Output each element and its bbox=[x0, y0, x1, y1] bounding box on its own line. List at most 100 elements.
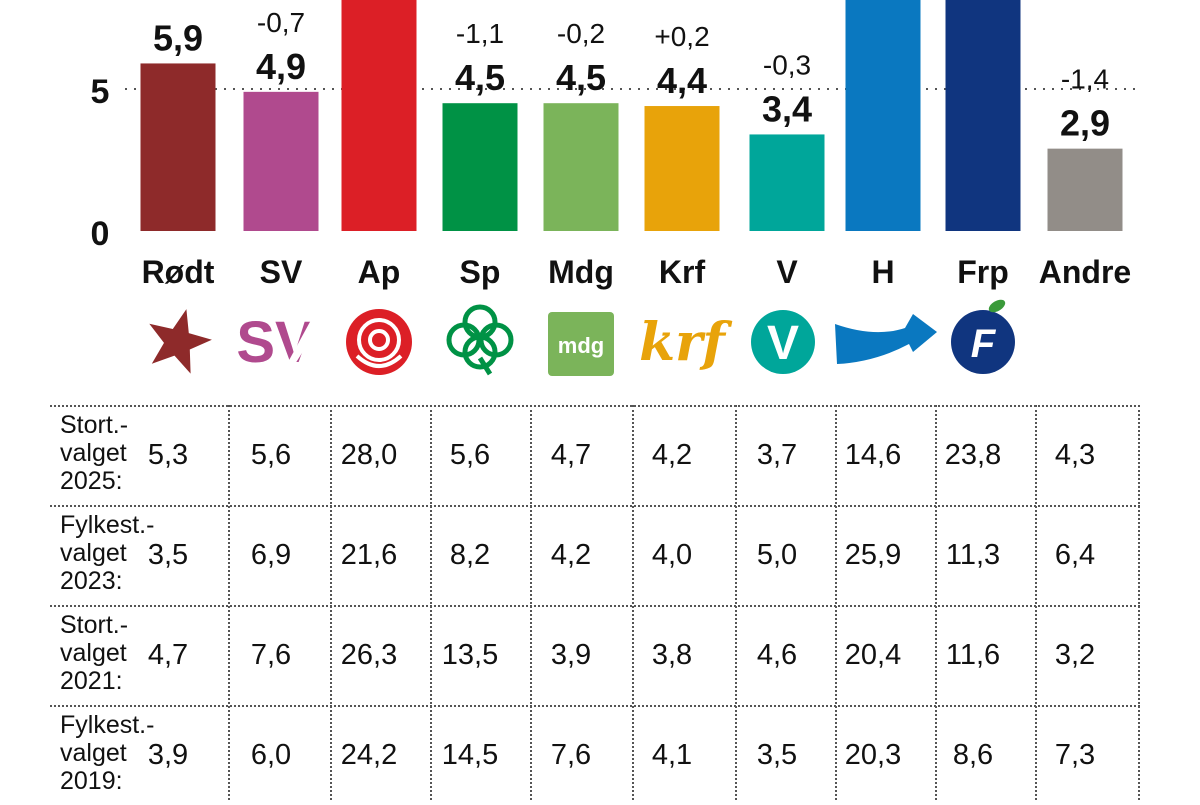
table-cell: 4,7 bbox=[550, 439, 592, 471]
x-tick-label: Rødt bbox=[142, 254, 215, 290]
table-cell: 5,0 bbox=[756, 539, 798, 571]
table-row: Stort.- valget 2021: 4,7 7,6 26,3 13,5 3,9 3,8… bbox=[0, 605, 1200, 705]
table-row: Fylkest.- valget 2023: 3,5 6,9 21,6 8,2 4,2 4,… bbox=[0, 505, 1200, 605]
sp-clover-icon bbox=[446, 304, 514, 376]
x-tick-label: Ap bbox=[358, 254, 401, 290]
change-label: -0,7 bbox=[257, 7, 305, 38]
table-cell: 3,5 bbox=[147, 539, 189, 571]
data-label: 4,4 bbox=[657, 60, 707, 101]
x-tick-label: H bbox=[871, 254, 894, 290]
table-column-divider bbox=[330, 405, 332, 800]
table-column-divider bbox=[228, 405, 230, 800]
table-cell: 5,3 bbox=[147, 439, 189, 471]
table-cell: 14,5 bbox=[441, 739, 499, 771]
table-cell: 4,3 bbox=[1054, 439, 1096, 471]
x-tick-label: V bbox=[776, 254, 798, 290]
table-cell: 8,2 bbox=[449, 539, 491, 571]
bar-sp bbox=[442, 103, 518, 231]
bar-mdg bbox=[543, 103, 619, 231]
change-label: +0,2 bbox=[654, 21, 709, 52]
table-cell: 20,3 bbox=[844, 739, 902, 771]
table-column-divider bbox=[530, 405, 532, 800]
mdg-logo-icon: mdg bbox=[548, 312, 614, 376]
rodt-star-icon bbox=[149, 309, 212, 374]
bar-rødt bbox=[140, 63, 216, 231]
x-tick-label: Krf bbox=[659, 254, 706, 290]
y-tick-label: 0 bbox=[91, 215, 110, 253]
svg-text:krf: krf bbox=[639, 312, 732, 373]
table-cell: 11,3 bbox=[945, 539, 1001, 571]
row-label: Fylkest.- valget 2023: bbox=[60, 511, 155, 595]
table-cell: 14,6 bbox=[844, 439, 902, 471]
bar-h bbox=[845, 0, 921, 231]
table-cell: 7,3 bbox=[1054, 739, 1096, 771]
change-label: -0,3 bbox=[763, 49, 811, 80]
data-label: 2,9 bbox=[1060, 103, 1110, 144]
table-column-divider bbox=[835, 405, 837, 800]
bar-chart: 0 5 5,9 Rødt 4,9 -0,7 SV Ap 4,5 -1,1 Sp 4,5 -0,2 Mdg 4… bbox=[91, 0, 1140, 376]
bar-krf bbox=[644, 106, 720, 231]
change-label: -0,2 bbox=[557, 18, 605, 49]
x-tick-label: Andre bbox=[1039, 254, 1131, 290]
krf-logo-icon: krf bbox=[639, 312, 732, 373]
data-label: 5,9 bbox=[153, 17, 203, 58]
table-row: Fylkest.- valget 2019: 3,9 6,0 24,2 14,5 7,6 4… bbox=[0, 705, 1200, 805]
bar-sv bbox=[243, 91, 319, 231]
data-label: 4,9 bbox=[256, 46, 306, 87]
data-label: 4,5 bbox=[455, 57, 505, 98]
table-divider bbox=[50, 505, 1140, 507]
table-cell: 3,7 bbox=[756, 439, 798, 471]
x-tick-label: SV bbox=[260, 254, 303, 290]
table-cell: 5,6 bbox=[250, 439, 292, 471]
table-cell: 26,3 bbox=[340, 639, 398, 671]
table-cell: 6,9 bbox=[250, 539, 292, 571]
row-label: Fylkest.- valget 2019: bbox=[60, 711, 155, 795]
bar-frp bbox=[945, 0, 1021, 231]
table-divider bbox=[50, 405, 1140, 407]
row-label: Stort.- valget 2021: bbox=[60, 611, 129, 695]
table-column-divider bbox=[1138, 405, 1140, 800]
data-label: 4,5 bbox=[556, 57, 606, 98]
table-cell: 4,6 bbox=[756, 639, 798, 671]
table-cell: 4,1 bbox=[651, 739, 693, 771]
x-tick-label: Mdg bbox=[548, 254, 614, 290]
sv-logo-icon: SV bbox=[236, 310, 323, 375]
x-tick-label: Sp bbox=[460, 254, 501, 290]
table-column-divider bbox=[1035, 405, 1037, 800]
h-arrow-icon bbox=[835, 314, 937, 364]
table-cell: 20,4 bbox=[844, 639, 902, 671]
svg-text:F: F bbox=[971, 322, 997, 366]
table-cell: 24,2 bbox=[340, 739, 398, 771]
table-cell: 3,9 bbox=[550, 639, 592, 671]
table-column-divider bbox=[430, 405, 432, 800]
table-cell: 13,5 bbox=[441, 639, 499, 671]
bar-andre bbox=[1047, 148, 1123, 231]
table-cell: 25,9 bbox=[844, 539, 902, 571]
table-cell: 4,0 bbox=[651, 539, 693, 571]
table-cell: 21,6 bbox=[340, 539, 398, 571]
y-tick-label: 5 bbox=[91, 73, 110, 111]
row-label: Stort.- valget 2025: bbox=[60, 411, 129, 495]
table-cell: 28,0 bbox=[340, 439, 398, 471]
table-cell: 5,6 bbox=[449, 439, 491, 471]
table-cell: 3,5 bbox=[756, 739, 798, 771]
table-cell: 3,9 bbox=[147, 739, 189, 771]
table-cell: 4,2 bbox=[550, 539, 592, 571]
table-column-divider bbox=[935, 405, 937, 800]
table-cell: 6,0 bbox=[250, 739, 292, 771]
table-cell: 11,6 bbox=[945, 639, 1001, 671]
table-cell: 23,8 bbox=[944, 439, 1002, 471]
x-tick-label: Frp bbox=[957, 254, 1009, 290]
table-divider bbox=[50, 605, 1140, 607]
table-cell: 3,2 bbox=[1054, 639, 1096, 671]
table-row: Stort.- valget 2025: 5,3 5,6 28,0 5,6 4,7 4,2 3… bbox=[0, 405, 1200, 505]
data-label: 3,4 bbox=[762, 88, 812, 129]
table-cell: 7,6 bbox=[250, 639, 292, 671]
svg-text:mdg: mdg bbox=[558, 333, 604, 358]
table-cell: 6,4 bbox=[1054, 539, 1096, 571]
table-cell: 8,6 bbox=[952, 739, 994, 771]
table-cell: 4,7 bbox=[147, 639, 189, 671]
change-label: -1,4 bbox=[1061, 64, 1109, 95]
table-column-divider bbox=[632, 405, 634, 800]
svg-text:V: V bbox=[767, 317, 799, 370]
